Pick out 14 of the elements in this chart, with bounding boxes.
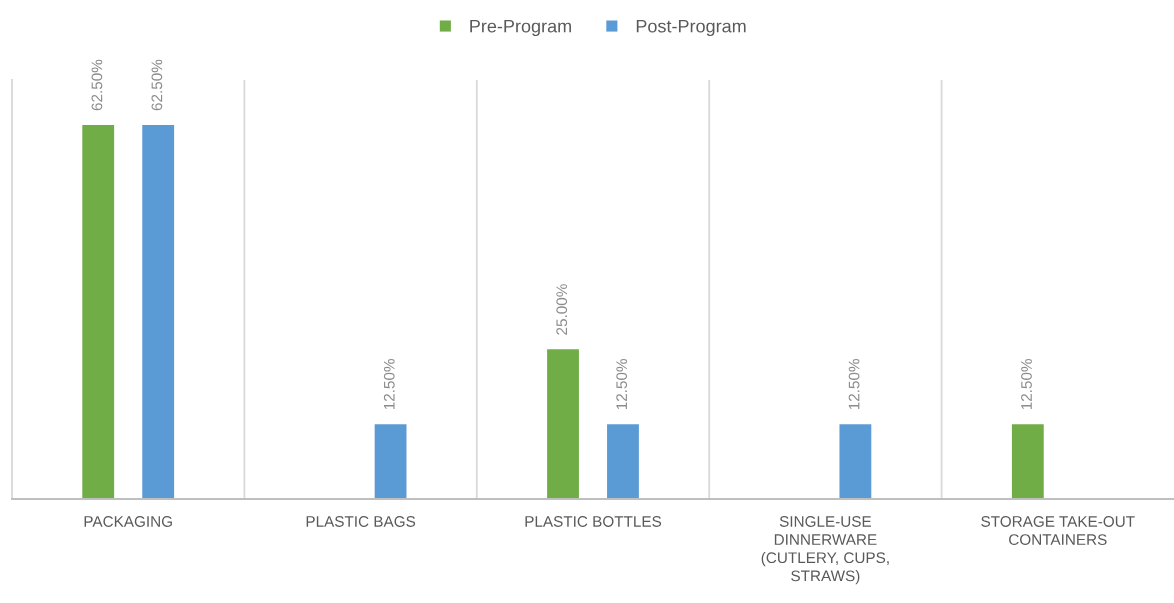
data-label: 25.00% — [556, 284, 568, 335]
x-tick-label: PACKAGING — [84, 516, 172, 527]
x-tick-label: STORAGE TAKE-OUT CONTAINERS — [981, 516, 1135, 546]
legend-label: Post-Program — [636, 19, 746, 37]
x-tick-label: PLASTIC BAGS — [306, 516, 416, 527]
x-tick-label: PLASTIC BOTTLES — [525, 516, 662, 527]
x-tick-label: SINGLE-USE DINNERWARE (CUTLERY, CUPS, STRAWS) — [761, 516, 889, 585]
data-label: 12.50% — [848, 359, 860, 410]
data-label: 12.50% — [616, 359, 628, 410]
data-label: 12.50% — [1021, 359, 1032, 410]
legend-label: Pre-Program — [470, 19, 571, 37]
data-label: 62.50% — [91, 59, 103, 111]
data-label: 12.50% — [383, 359, 395, 410]
data-label: 62.50% — [151, 59, 163, 111]
